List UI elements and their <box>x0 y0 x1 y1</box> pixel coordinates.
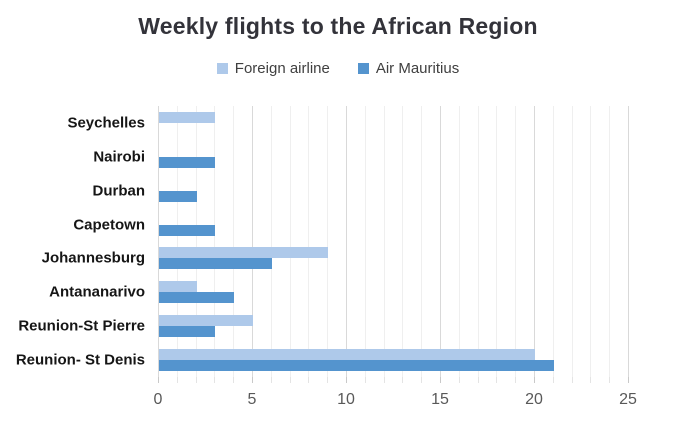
x-gridline <box>590 106 592 377</box>
x-gridline <box>571 106 573 377</box>
x-axis-tick <box>628 377 629 383</box>
x-axis-tick <box>496 377 498 383</box>
bar-air-mauritius <box>159 360 554 372</box>
x-axis-tick <box>308 377 310 383</box>
bar-air-mauritius <box>159 326 216 338</box>
x-axis-tick <box>176 377 178 383</box>
x-axis-label: 20 <box>525 391 543 408</box>
x-gridline <box>289 106 291 377</box>
plot-area <box>158 106 629 377</box>
x-gridline <box>477 106 479 377</box>
x-axis-tick <box>515 377 517 383</box>
y-axis-line <box>158 106 159 377</box>
bar-foreign-airline <box>159 315 253 327</box>
x-axis-tick <box>195 377 197 383</box>
x-gridline <box>270 106 272 377</box>
x-gridline <box>628 106 629 377</box>
category-label: Antananarivo <box>49 283 145 301</box>
category-label: Seychelles <box>67 114 145 132</box>
x-axis-tick <box>609 377 611 383</box>
x-axis-label: 5 <box>247 391 257 408</box>
x-gridline <box>233 106 235 377</box>
x-gridline <box>440 106 441 377</box>
x-gridline <box>458 106 460 377</box>
x-axis-tick <box>571 377 573 383</box>
legend-label-air-mauritius: Air Mauritius <box>375 60 460 77</box>
legend-swatch-foreign-airline <box>216 63 228 74</box>
x-axis-label: 25 <box>619 391 637 408</box>
bar-air-mauritius <box>159 156 216 168</box>
x-axis-tick <box>552 377 554 383</box>
x-gridline <box>364 106 366 377</box>
x-gridline <box>421 106 423 377</box>
x-gridline <box>496 106 498 377</box>
category-label: Durban <box>92 182 146 200</box>
x-gridline <box>327 106 329 377</box>
legend-swatch-air-mauritius <box>357 63 369 74</box>
bar-air-mauritius <box>159 292 235 304</box>
x-gridline <box>214 106 216 377</box>
x-gridline <box>534 106 535 377</box>
x-axis-tick <box>383 377 385 383</box>
x-axis-label: 10 <box>337 391 355 408</box>
x-gridline <box>176 106 178 377</box>
legend-item-foreign-airline: Foreign airline <box>216 60 330 77</box>
x-axis-tick <box>421 377 423 383</box>
chart-title: Weekly flights to the African Region <box>138 13 538 39</box>
category-label: Nairobi <box>93 148 145 166</box>
legend-item-air-mauritius: Air Mauritius <box>357 60 460 77</box>
category-label: Johannesburg <box>41 249 145 267</box>
bar-foreign-airline <box>159 281 197 293</box>
bar-air-mauritius <box>159 258 272 270</box>
x-axis-tick <box>233 377 235 383</box>
x-gridline <box>552 106 554 377</box>
legend: Foreign airline Air Mauritius <box>0 60 676 77</box>
x-axis-tick <box>440 377 441 383</box>
x-axis-label: 0 <box>153 391 163 408</box>
x-axis-tick <box>590 377 592 383</box>
x-axis-tick <box>289 377 291 383</box>
x-gridline <box>308 106 310 377</box>
x-axis-tick <box>327 377 329 383</box>
x-axis-tick <box>158 377 159 383</box>
x-axis-label: 15 <box>431 391 449 408</box>
x-axis-tick <box>214 377 216 383</box>
x-gridline <box>195 106 197 377</box>
x-axis-tick <box>270 377 272 383</box>
x-axis-tick <box>346 377 347 383</box>
bar-foreign-airline <box>159 111 216 123</box>
legend-label-foreign-airline: Foreign airline <box>234 60 330 77</box>
x-gridline <box>515 106 517 377</box>
x-axis-tick <box>534 377 535 383</box>
x-axis-tick <box>364 377 366 383</box>
bar-foreign-airline <box>159 247 329 259</box>
category-label: Capetown <box>73 216 145 234</box>
category-label: Reunion-St Pierre <box>18 317 145 335</box>
x-gridline <box>383 106 385 377</box>
x-gridline <box>252 106 253 377</box>
x-axis-tick <box>402 377 404 383</box>
x-gridline <box>402 106 404 377</box>
x-axis-tick <box>252 377 253 383</box>
category-label: Reunion- St Denis <box>15 351 145 369</box>
x-gridline <box>346 106 347 377</box>
bar-air-mauritius <box>159 190 197 202</box>
x-axis-tick <box>477 377 479 383</box>
bar-foreign-airline <box>159 349 535 361</box>
x-gridline <box>609 106 611 377</box>
bar-air-mauritius <box>159 224 216 236</box>
x-axis-tick <box>458 377 460 383</box>
